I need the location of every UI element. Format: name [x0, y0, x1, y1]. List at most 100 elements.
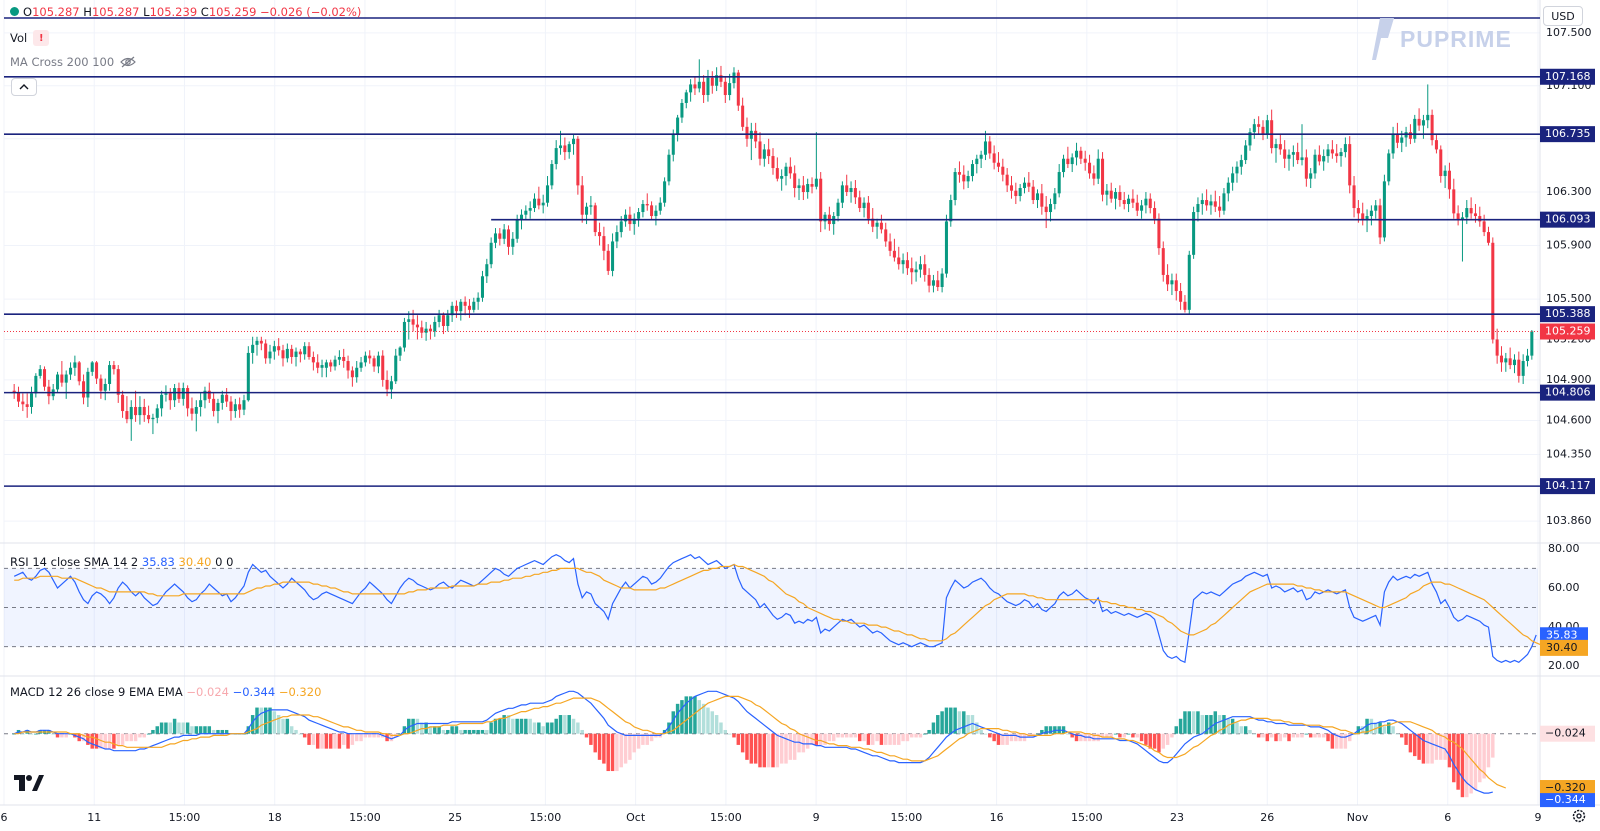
tradingview-icon [14, 775, 44, 791]
candle-body [927, 274, 931, 286]
ma-cross-legend[interactable]: MA Cross 200 100 [10, 55, 137, 69]
candle-body [1226, 182, 1230, 194]
volume-legend[interactable]: Vol ! [10, 30, 50, 46]
macd-histogram-bar [1452, 733, 1456, 783]
macd-histogram-bar [1387, 722, 1391, 734]
vol-label: Vol [10, 31, 28, 45]
candle-body [806, 184, 810, 193]
candle-body [1166, 274, 1170, 285]
candle-body [936, 280, 940, 288]
candle-body [1465, 208, 1469, 218]
candle-body [1482, 221, 1486, 233]
candle-body [1018, 188, 1022, 197]
candle-body [550, 164, 554, 186]
macd-histogram-bar [636, 733, 641, 749]
gear-icon[interactable] [1571, 808, 1587, 828]
macd-histogram-bar [1434, 733, 1439, 760]
macd-histogram-bar [1304, 733, 1309, 735]
candle-body [1387, 153, 1391, 182]
candle-body [1456, 213, 1460, 221]
candle-body [1127, 198, 1131, 205]
candle-body [1122, 200, 1126, 205]
candle-body [897, 257, 901, 265]
macd-histogram-bar [1382, 726, 1387, 734]
eye-off-icon[interactable] [120, 56, 137, 68]
price-tick-label: 104.600 [1546, 414, 1592, 427]
candle-body [1192, 212, 1196, 255]
candle-body [398, 347, 402, 356]
rsi-tick-label: 20.00 [1548, 659, 1580, 672]
macd-signal-tag [1540, 780, 1595, 797]
candle-body [394, 355, 398, 382]
candle-body [1157, 218, 1161, 249]
macd-histogram-bar [1365, 718, 1369, 734]
warning-icon[interactable]: ! [33, 30, 50, 46]
macd-histogram-bar [133, 733, 138, 742]
candle-body [337, 356, 341, 360]
candle-body [953, 172, 957, 201]
candle-body [203, 390, 207, 401]
candle-body [519, 214, 524, 221]
candle-body [1235, 166, 1239, 174]
currency-button[interactable]: USD [1543, 6, 1583, 26]
macd-histogram-bar [1213, 711, 1218, 734]
macd-histogram-bar [1334, 733, 1339, 749]
macd-histogram-bar [623, 733, 628, 764]
brand-logo: PUPRIME [1372, 16, 1512, 62]
macd-histogram-bar [823, 733, 827, 745]
candle-body [680, 102, 684, 118]
candle-body [515, 220, 519, 239]
macd-histogram-bar [1408, 733, 1413, 753]
macd-histogram-bar [155, 726, 159, 734]
candle-body [290, 348, 294, 357]
candle-body [1174, 280, 1178, 292]
collapse-legend-button[interactable] [11, 78, 37, 96]
candle-body [572, 138, 576, 145]
candle-body [355, 367, 359, 378]
candle-body [186, 388, 190, 409]
rsi-sma-line [14, 563, 1554, 648]
candle-body [420, 327, 424, 333]
candle-body [1447, 170, 1451, 190]
macd-histogram-bar [211, 729, 216, 734]
macd-histogram-bar [827, 733, 832, 742]
macd-histogram-bar [1443, 733, 1447, 760]
candle-body [281, 350, 285, 359]
candle-body [879, 222, 883, 230]
candle-body [277, 346, 281, 351]
macd-histogram-bar [693, 696, 697, 734]
macd-histogram-bar [1339, 733, 1343, 749]
candle-body [324, 362, 328, 368]
macd-histogram-bar [1395, 733, 1400, 735]
macd-histogram-bar [164, 722, 168, 734]
macd-histogram-bar [311, 733, 316, 745]
level-price-label: 106.735 [1545, 127, 1591, 140]
tradingview-logo[interactable] [14, 774, 44, 797]
macd-histogram-bar [593, 733, 597, 753]
macd-histogram-bar [463, 729, 467, 734]
candle-body [246, 352, 250, 401]
macd-histogram-bar [996, 733, 1001, 745]
rsi-legend[interactable]: RSI 14 close SMA 14 2 35.83 30.40 0 0 [10, 555, 233, 569]
macd-histogram-bar [1317, 733, 1322, 738]
candle-body [1079, 150, 1083, 159]
macd-histogram-bar [1005, 733, 1009, 745]
macd-histogram-bar [1478, 733, 1482, 783]
candle-body [441, 315, 445, 326]
candle-body [1031, 186, 1035, 201]
rsi-rsi-line [13, 553, 1537, 664]
macd-legend[interactable]: MACD 12 26 close 9 EMA EMA −0.024 −0.344… [10, 685, 321, 699]
candle-body [255, 340, 259, 345]
candle-body [580, 185, 584, 215]
macd-histogram-bar [1161, 733, 1165, 749]
macd-histogram-bar [493, 718, 498, 734]
macd-histogram-bar [190, 726, 194, 734]
candle-body [1014, 190, 1018, 197]
candle-body [1369, 210, 1373, 217]
macd-histogram-bar [203, 726, 207, 734]
candle-body [996, 162, 1000, 167]
candle-body [684, 92, 688, 103]
candle-body [1244, 145, 1248, 161]
candle-body [1317, 154, 1321, 162]
